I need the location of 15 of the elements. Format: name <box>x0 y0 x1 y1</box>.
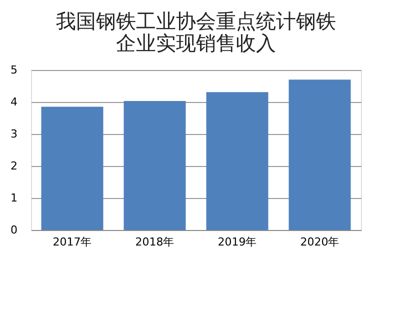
x-tick-label: 2020年 <box>300 236 340 248</box>
y-tick-label: 5 <box>10 64 18 76</box>
x-tick-label: 2019年 <box>218 236 257 248</box>
chart-title: 我国钢铁工业协会重点统计钢铁企业实现销售收入 <box>56 9 336 55</box>
bar <box>206 92 268 230</box>
bar <box>124 101 186 230</box>
y-tick-label: 0 <box>10 224 18 236</box>
y-tick-label: 1 <box>10 192 18 204</box>
bar <box>288 80 351 230</box>
y-tick-label: 4 <box>10 96 18 108</box>
y-tick-label: 2 <box>10 160 18 172</box>
y-tick-label: 3 <box>10 128 18 140</box>
x-tick-label: 2017年 <box>52 236 92 248</box>
bar <box>41 106 104 230</box>
x-tick-label: 2018年 <box>135 236 174 248</box>
